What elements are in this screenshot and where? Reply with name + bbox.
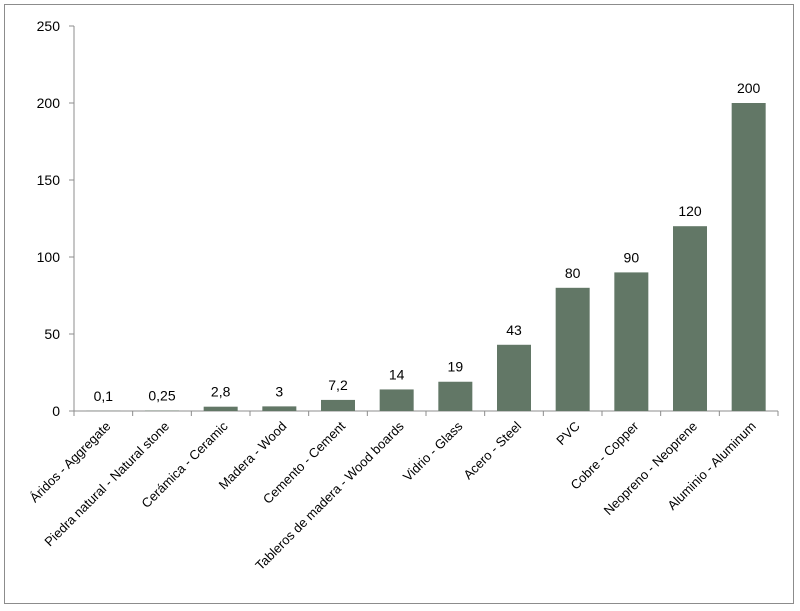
- bar: [438, 381, 473, 411]
- chart-frame: [4, 4, 794, 604]
- data-label: 90: [624, 249, 640, 265]
- bar: [555, 287, 590, 411]
- x-tick-label: Vidrio - Glass: [400, 418, 466, 484]
- bar: [497, 344, 531, 411]
- data-label: 2,8: [211, 384, 231, 400]
- bar: [203, 406, 238, 411]
- y-tick-label: 0: [52, 403, 60, 419]
- y-tick-label: 100: [37, 249, 61, 265]
- data-label: 19: [448, 359, 464, 375]
- bar: [673, 226, 707, 411]
- data-label: 0,1: [94, 388, 114, 404]
- axes: [69, 25, 779, 416]
- data-label: 14: [389, 366, 405, 382]
- data-label: 7,2: [328, 377, 348, 393]
- x-tick-label: PVC: [553, 419, 583, 449]
- x-tick-label: Acero - Steel: [460, 418, 524, 482]
- bar: [262, 406, 297, 411]
- data-label: 80: [565, 265, 581, 281]
- data-label: 200: [737, 80, 761, 96]
- bar: [614, 272, 649, 411]
- y-tick-label: 200: [37, 95, 61, 111]
- bar: [321, 399, 355, 411]
- bar: [379, 389, 414, 411]
- data-label: 43: [506, 322, 522, 338]
- y-tick-label: 250: [37, 18, 61, 34]
- data-label: 120: [678, 203, 702, 219]
- y-tick-label: 150: [37, 172, 61, 188]
- data-label: 3: [275, 383, 283, 399]
- bar: [731, 103, 766, 411]
- y-tick-label: 50: [44, 326, 60, 342]
- x-tick-label: Piedra natural - Natural stone: [41, 419, 172, 550]
- data-label: 0,25: [148, 388, 175, 404]
- bars: [86, 103, 766, 411]
